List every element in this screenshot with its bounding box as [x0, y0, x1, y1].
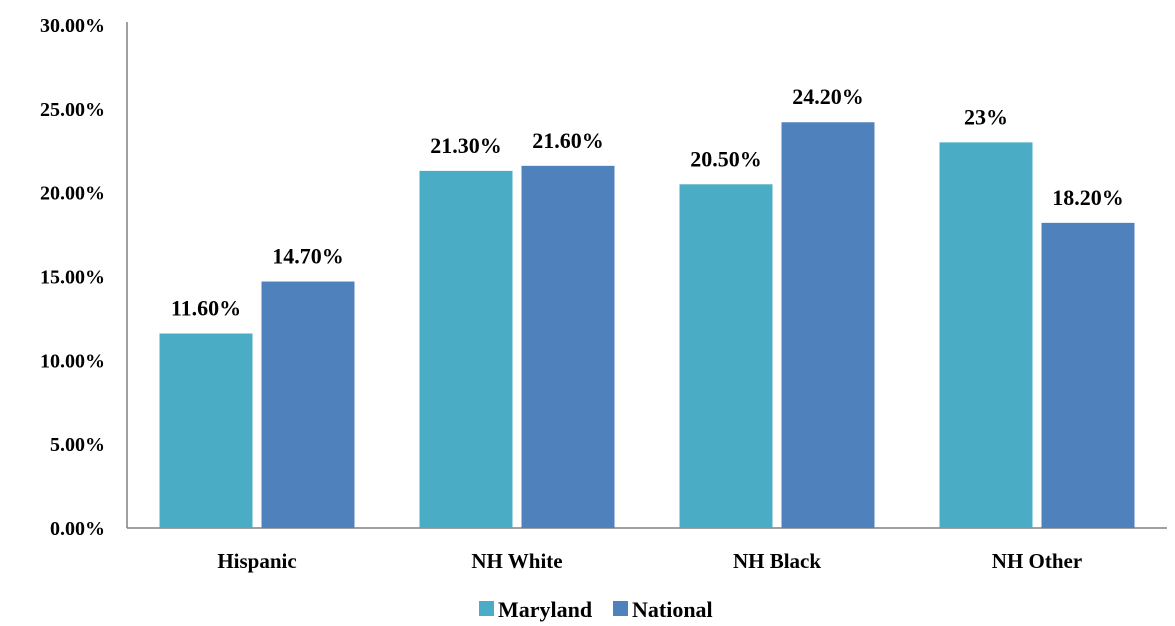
bar-maryland-hispanic	[159, 333, 253, 528]
y-tick-label: 30.00%	[40, 15, 105, 37]
data-label: 24.20%	[792, 84, 864, 109]
x-tick-label: Hispanic	[217, 549, 296, 573]
bar-national-nh-black	[781, 122, 875, 528]
bar-national-nh-other	[1041, 222, 1135, 528]
data-label: 11.60%	[171, 296, 241, 321]
y-tick-label: 25.00%	[40, 99, 105, 121]
bar-national-hispanic	[261, 281, 355, 528]
y-tick-label: 20.00%	[40, 183, 105, 205]
legend-label-maryland: Maryland	[498, 597, 592, 622]
y-tick-label: 15.00%	[40, 267, 105, 289]
data-label: 20.50%	[690, 146, 762, 171]
legend-swatch-national	[613, 601, 628, 616]
y-tick-label: 10.00%	[40, 350, 105, 372]
legend-label-national: National	[632, 597, 713, 622]
data-label: 23%	[964, 104, 1008, 129]
y-tick-label: 0.00%	[50, 518, 105, 540]
bar-maryland-nh-white	[419, 170, 513, 528]
data-label: 21.30%	[430, 133, 502, 158]
bar-maryland-nh-other	[939, 142, 1033, 528]
legend-swatch-maryland	[479, 601, 494, 616]
x-tick-label: NH White	[471, 549, 562, 573]
x-tick-label: NH Black	[733, 549, 821, 573]
x-tick-label: NH Other	[992, 549, 1082, 573]
bar-national-nh-white	[521, 165, 615, 528]
bar-maryland-nh-black	[679, 184, 773, 529]
data-label: 18.20%	[1052, 185, 1124, 210]
data-label: 21.60%	[532, 128, 604, 153]
y-tick-label: 5.00%	[50, 434, 105, 456]
data-label: 14.70%	[272, 244, 344, 269]
